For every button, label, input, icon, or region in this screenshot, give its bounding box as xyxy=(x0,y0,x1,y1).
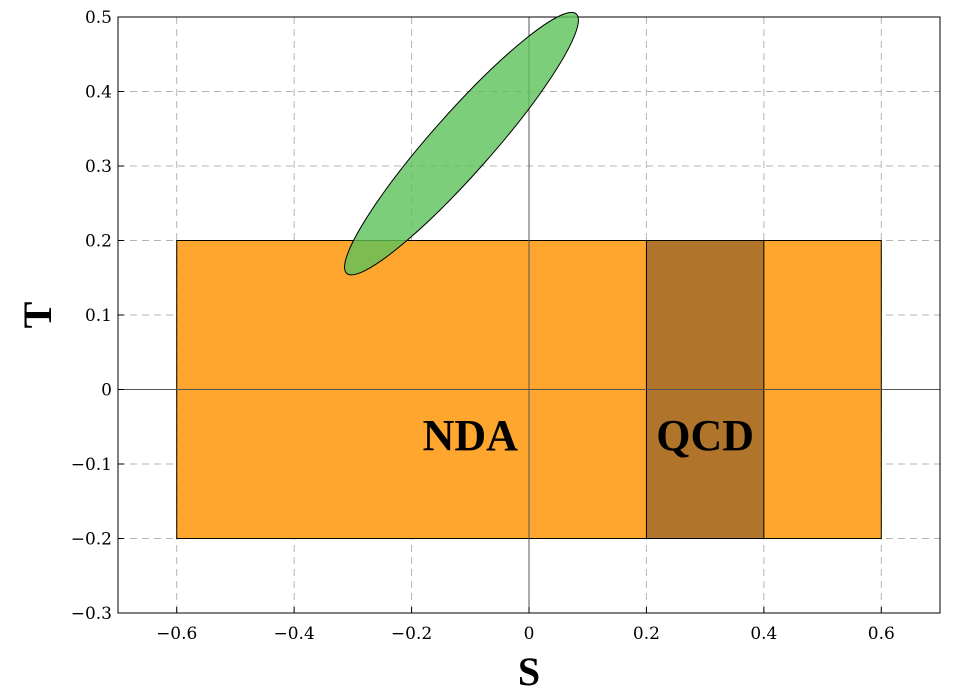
y-tick-label: −0.1 xyxy=(71,455,112,475)
x-tick-label: 0 xyxy=(524,624,535,644)
region-label-nda: NDA xyxy=(423,411,519,460)
y-tick-label: 0.1 xyxy=(85,306,112,326)
x-tick-label: −0.2 xyxy=(391,624,432,644)
y-axis-title: T xyxy=(15,301,60,328)
y-tick-label: −0.3 xyxy=(71,604,112,624)
x-tick-label: 0.6 xyxy=(868,624,895,644)
y-tick-label: 0 xyxy=(101,381,112,401)
ellipse-layer xyxy=(344,11,579,276)
x-axis-title: S xyxy=(518,649,540,693)
y-tick-label: 0.3 xyxy=(85,157,112,177)
green-ellipse xyxy=(344,11,579,276)
y-tick-label: 0.4 xyxy=(85,83,112,103)
x-tick-label: 0.4 xyxy=(750,624,777,644)
y-tick-label: 0.2 xyxy=(85,232,112,252)
tick-layer: −0.6 −0.4 −0.2 0 0.2 0.4 0.6 −0.3 −0.2 −0.1 0 0.1 0.… xyxy=(71,8,895,644)
x-tick-label: 0.2 xyxy=(633,624,660,644)
label-layer: NDA QCD xyxy=(423,411,754,460)
x-tick-label: −0.6 xyxy=(156,624,197,644)
y-tick-label: −0.2 xyxy=(71,530,112,550)
y-tick-label: 0.5 xyxy=(85,8,112,28)
region-label-qcd: QCD xyxy=(656,411,754,460)
x-tick-label: −0.4 xyxy=(274,624,315,644)
